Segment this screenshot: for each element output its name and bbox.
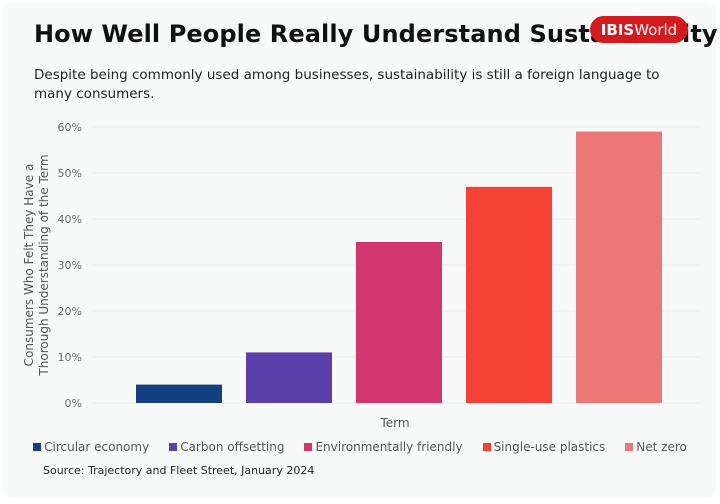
y-tick-label: 20% — [58, 305, 82, 318]
logo-bold: IBIS — [600, 20, 635, 39]
bar[interactable] — [356, 242, 442, 403]
source-note: Source: Trajectory and Fleet Street, Jan… — [43, 464, 315, 477]
y-tick-label: 0% — [65, 397, 82, 410]
y-tick-label: 30% — [58, 259, 82, 272]
legend-swatch — [482, 443, 491, 451]
legend-swatch — [304, 443, 313, 451]
legend-swatch — [33, 443, 42, 451]
legend-label: Carbon offsetting — [180, 440, 285, 454]
y-tick-labels: 0% 10% 20% 30% 40% 50% 60% — [58, 121, 82, 410]
legend-label: Single-use plastics — [493, 440, 606, 454]
ibisworld-logo: IBIS World — [590, 16, 688, 43]
bars — [136, 131, 662, 403]
legend-item[interactable]: Single-use plastics — [482, 440, 606, 454]
legend-item[interactable]: Environmentally friendly — [304, 440, 463, 454]
legend-item[interactable]: Carbon offsetting — [169, 440, 284, 454]
bar[interactable] — [246, 352, 332, 403]
x-axis-label: Term — [379, 416, 409, 430]
chart-subtitle: Despite being commonly used among busine… — [34, 67, 660, 102]
legend-label: Net zero — [636, 440, 687, 454]
legend-item[interactable]: Net zero — [625, 440, 687, 454]
logo-light: World — [634, 20, 678, 39]
legend-item[interactable]: Circular economy — [33, 440, 149, 454]
y-tick-label: 10% — [58, 351, 82, 364]
y-axis-label-line-2: Thorough Understanding of the Term — [37, 154, 51, 376]
legend-label: Environmentally friendly — [315, 440, 463, 454]
y-tick-label: 50% — [58, 167, 82, 180]
legend-label: Circular economy — [44, 440, 150, 454]
bar[interactable] — [576, 131, 662, 403]
legend-swatch — [625, 443, 634, 451]
legend-swatch — [169, 443, 178, 451]
y-tick-label: 40% — [58, 213, 82, 226]
y-tick-label: 60% — [58, 121, 82, 134]
legend: Circular economy Carbon offsetting Environ… — [0, 440, 720, 454]
bar[interactable] — [466, 186, 552, 403]
y-axis-label-line-1: Consumers Who Felt They Have a — [22, 164, 36, 367]
bar[interactable] — [136, 384, 222, 403]
